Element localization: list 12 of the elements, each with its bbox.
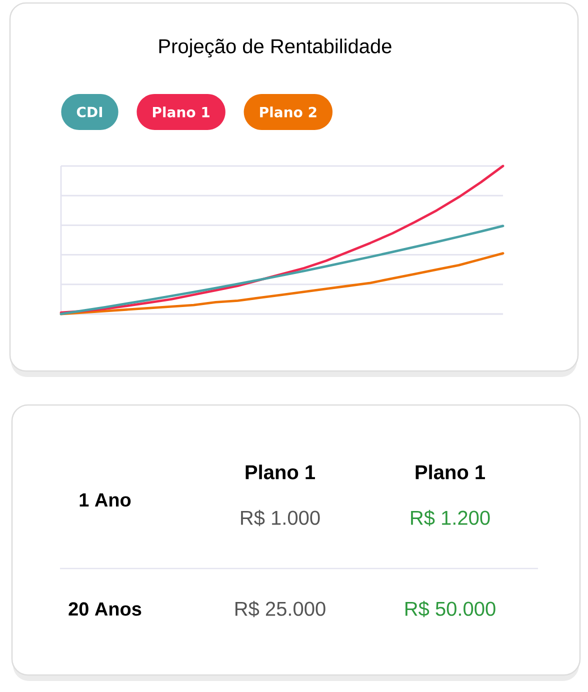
text: CDI <box>76 106 102 118</box>
text: 1 Ano <box>80 493 131 507</box>
text: Plano 1 <box>416 464 486 480</box>
text: Plano 1 <box>246 464 315 480</box>
text: Plano 2 <box>260 106 316 118</box>
text: 20 Anos <box>68 602 142 616</box>
text: Plano 1 <box>152 106 210 118</box>
chart-title: Projeção de Rentabilidade <box>159 38 392 58</box>
text: R$ 50.000 <box>406 600 496 618</box>
text: R$ 1.200 <box>411 510 490 526</box>
text: R$ 1.000 <box>241 510 320 526</box>
text: R$ 25.000 <box>236 600 326 618</box>
